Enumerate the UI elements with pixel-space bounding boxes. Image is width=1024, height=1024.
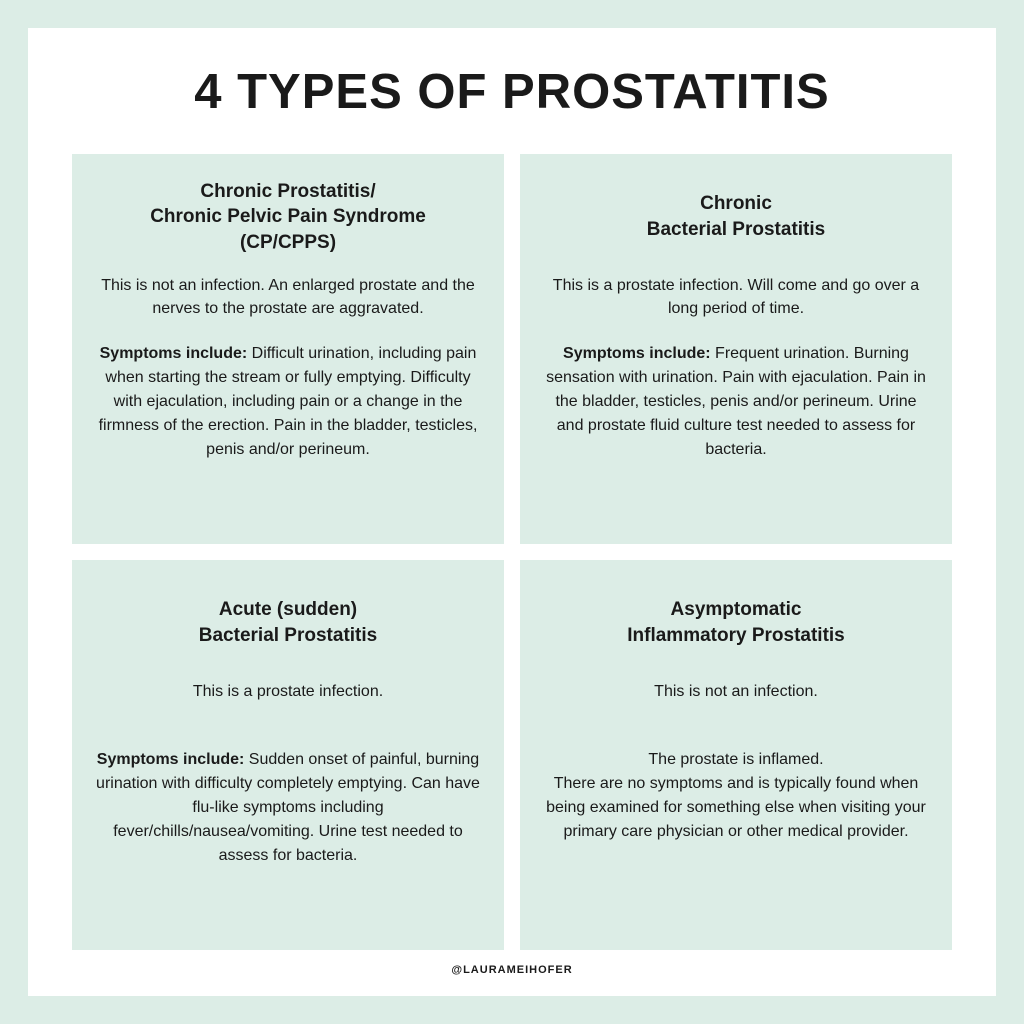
card-desc: This is a prostate infection.: [96, 680, 480, 726]
card-desc: This is not an infection.: [544, 680, 928, 726]
card-chronic-bacterial: ChronicBacterial Prostatitis This is a p…: [520, 154, 952, 544]
card-title: AsymptomaticInflammatory Prostatitis: [544, 584, 928, 662]
card-symptoms: Symptoms include: Difficult urination, i…: [96, 342, 480, 462]
card-asymptomatic: AsymptomaticInflammatory Prostatitis Thi…: [520, 560, 952, 950]
card-acute-bacterial: Acute (sudden)Bacterial Prostatitis This…: [72, 560, 504, 950]
symptoms-label: Symptoms include:: [97, 751, 245, 768]
card-desc: This is not an infection. An enlarged pr…: [96, 274, 480, 320]
card-grid: Chronic Prostatitis/Chronic Pelvic Pain …: [72, 154, 952, 950]
footer-credit: @LAURAMEIHOFER: [72, 964, 952, 976]
inner-panel: 4 TYPES OF PROSTATITIS Chronic Prostatit…: [28, 28, 996, 996]
card-title: Acute (sudden)Bacterial Prostatitis: [96, 584, 480, 662]
card-title: Chronic Prostatitis/Chronic Pelvic Pain …: [96, 178, 480, 256]
symptoms-text: The prostate is inflamed.There are no sy…: [546, 751, 926, 840]
symptoms-label: Symptoms include:: [563, 345, 711, 362]
card-cpcpps: Chronic Prostatitis/Chronic Pelvic Pain …: [72, 154, 504, 544]
main-title: 4 TYPES OF PROSTATITIS: [72, 64, 952, 120]
card-desc: This is a prostate infection. Will come …: [544, 274, 928, 320]
card-title: ChronicBacterial Prostatitis: [544, 178, 928, 256]
symptoms-label: Symptoms include:: [100, 345, 248, 362]
card-symptoms: Symptoms include: Frequent urination. Bu…: [544, 342, 928, 462]
card-symptoms: Symptoms include: Sudden onset of painfu…: [96, 748, 480, 868]
card-symptoms: The prostate is inflamed.There are no sy…: [544, 748, 928, 844]
